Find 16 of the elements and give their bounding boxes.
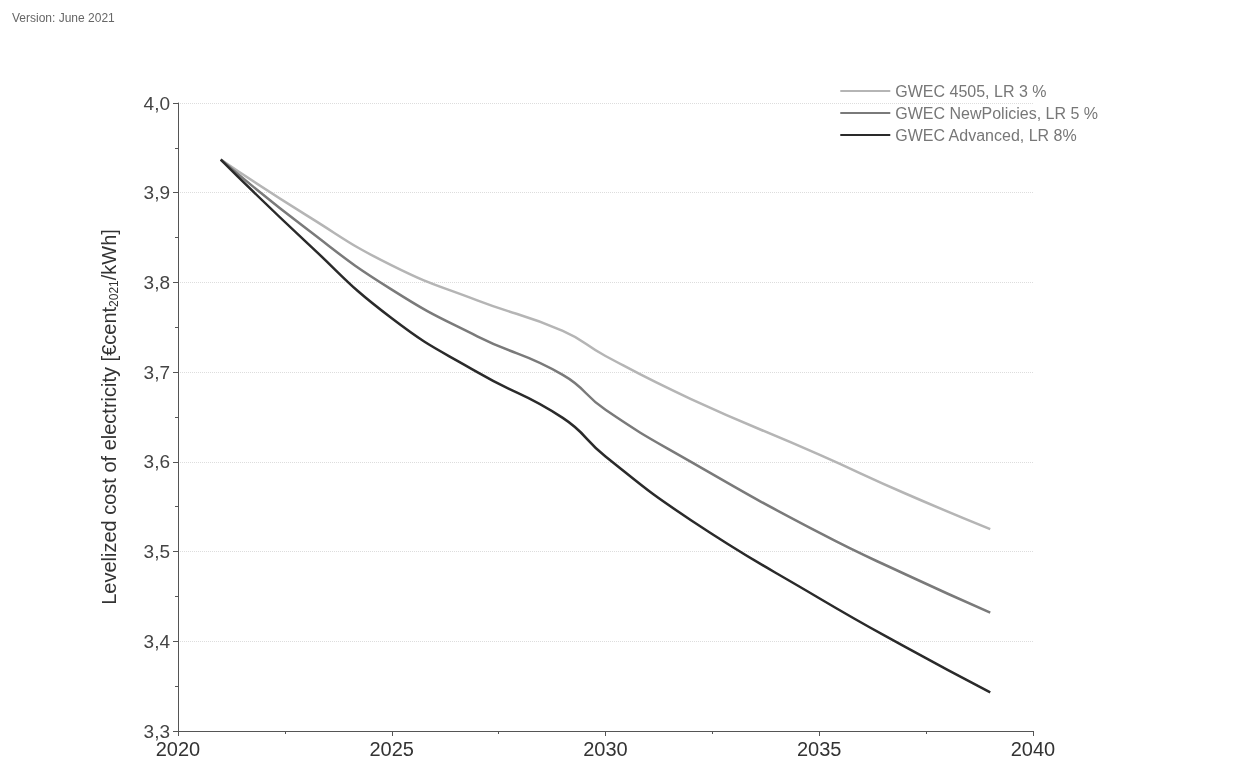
- y-tick-label: 3,9: [143, 182, 170, 204]
- y-tick-label: 3,5: [143, 541, 170, 563]
- y-tick-label: 3,3: [143, 720, 170, 742]
- text: Version: June 2021: [12, 11, 116, 25]
- x-tick-label: 2025: [369, 738, 414, 760]
- y-tick-label: 4,0: [143, 92, 170, 114]
- y-tick-label: 3,8: [143, 271, 170, 293]
- legend-label: GWEC Advanced, LR 8%: [895, 126, 1077, 144]
- x-tick-label: 2035: [797, 738, 842, 760]
- x-tick-label: 2040: [1010, 738, 1056, 760]
- x-tick-label: 2030: [583, 738, 628, 760]
- legend-label: GWEC 4505, LR 3 %: [895, 82, 1047, 100]
- y-tick-label: 3,7: [143, 361, 170, 383]
- y-tick-label: 3,4: [143, 630, 171, 652]
- y-tick-label: 3,6: [143, 451, 170, 473]
- legend-label: GWEC NewPolicies, LR 5 %: [895, 104, 1098, 122]
